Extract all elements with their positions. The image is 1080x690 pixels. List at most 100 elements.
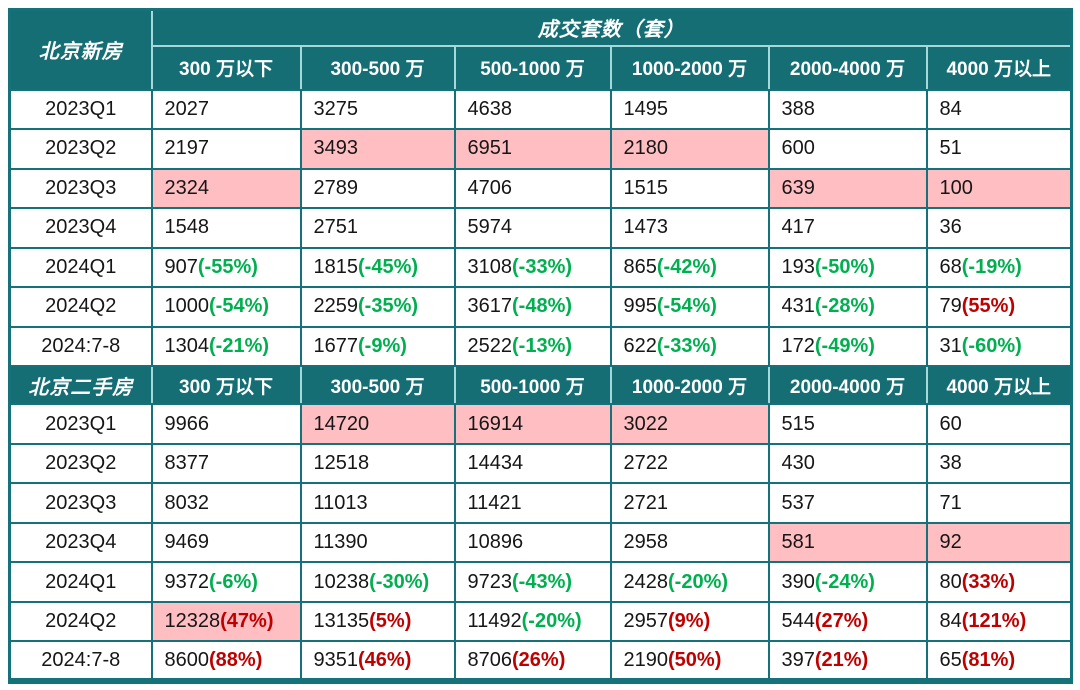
cell-value: 8377 <box>164 452 210 475</box>
cell-value: 3108 <box>467 255 513 278</box>
cell-value: 388 <box>781 97 815 120</box>
cell-value: 11492 <box>467 610 522 633</box>
cell-value: 38 <box>939 452 962 475</box>
cell-value: 36 <box>939 216 962 239</box>
value-cell: 995(-54%) <box>609 286 770 328</box>
cell-percent-change: (-24%) <box>814 570 875 593</box>
value-cell: 1000(-54%) <box>150 286 302 328</box>
value-cell: 100 <box>925 167 1073 209</box>
cell-value: 71 <box>939 491 962 514</box>
value-cell: 430 <box>767 442 928 485</box>
value-cell: 2428(-20%) <box>609 561 770 603</box>
value-cell: 2180 <box>609 128 770 170</box>
cell-value: 16914 <box>467 412 524 435</box>
table-title: 成交套数（套） <box>150 8 1073 47</box>
value-cell: 2259(-35%) <box>299 286 456 328</box>
value-cell: 388 <box>767 88 928 130</box>
cell-value: 60 <box>939 412 962 435</box>
cell-percent-change: (-48%) <box>512 295 573 318</box>
cell-value: 14720 <box>313 412 370 435</box>
table-row: 2023Q4 9469 11390 10896 2958 581 92 <box>8 521 1073 564</box>
cell-value: 2259 <box>313 295 359 318</box>
value-cell: 38 <box>925 442 1073 485</box>
value-cell: 907(-55%) <box>150 246 302 288</box>
cell-value: 12518 <box>313 452 370 475</box>
table-row: 2024Q2 12328(47%) 13135(5%) 11492(-20%) 2957… <box>8 600 1073 643</box>
value-cell: 2190(50%) <box>609 640 770 682</box>
row-label: 2023Q4 <box>8 521 153 564</box>
cell-value: 80 <box>939 570 962 593</box>
cell-value: 172 <box>781 334 815 357</box>
cell-percent-change: (-13%) <box>512 334 573 357</box>
cell-value: 390 <box>781 570 815 593</box>
table-row: 2023Q3 2324 2789 4706 1515 639 100 <box>8 167 1073 209</box>
cell-value: 14434 <box>467 452 524 475</box>
column-header: 2000-4000 万 <box>767 44 928 91</box>
cell-value: 2957 <box>623 610 669 633</box>
cell-value: 2197 <box>164 137 210 160</box>
cell-value: 2180 <box>623 137 669 160</box>
cell-percent-change: (-20%) <box>668 570 729 593</box>
value-cell: 12328(47%) <box>150 600 302 643</box>
cell-value: 907 <box>164 255 198 278</box>
cell-percent-change: (-60%) <box>961 334 1022 357</box>
cell-value: 1677 <box>313 334 359 357</box>
value-cell: 11421 <box>453 482 612 524</box>
cell-percent-change: (-19%) <box>961 255 1022 278</box>
cell-value: 84 <box>939 610 962 633</box>
cell-value: 639 <box>781 176 815 199</box>
cell-value: 68 <box>939 255 962 278</box>
row-label: 2023Q3 <box>8 482 153 524</box>
row-label: 2024:7-8 <box>8 640 153 682</box>
column-header: 4000 万以上 <box>925 364 1073 406</box>
value-cell: 9372(-6%) <box>150 561 302 603</box>
cell-percent-change: (-45%) <box>358 255 419 278</box>
cell-percent-change: (-55%) <box>197 255 258 278</box>
value-cell: 51 <box>925 128 1073 170</box>
row-label: 2024:7-8 <box>8 325 153 367</box>
column-header: 1000-2000 万 <box>609 44 770 91</box>
column-header: 300 万以下 <box>150 364 302 406</box>
row-label: 2023Q3 <box>8 167 153 209</box>
cell-value: 2324 <box>164 176 210 199</box>
value-cell: 2789 <box>299 167 456 209</box>
value-cell: 16914 <box>453 403 612 445</box>
cell-value: 2751 <box>313 216 359 239</box>
header-title-row: 北京新房 成交套数（套） <box>8 8 1073 91</box>
value-cell: 10238(-30%) <box>299 561 456 603</box>
value-cell: 544(27%) <box>767 600 928 643</box>
value-cell: 390(-24%) <box>767 561 928 603</box>
cell-value: 193 <box>781 255 815 278</box>
cell-value: 430 <box>781 452 815 475</box>
cell-value: 84 <box>939 97 962 120</box>
value-cell: 4638 <box>453 88 612 130</box>
cell-percent-change: (-33%) <box>512 255 573 278</box>
value-cell: 80(33%) <box>925 561 1073 603</box>
cell-value: 9372 <box>164 570 210 593</box>
value-cell: 11013 <box>299 482 456 524</box>
value-cell: 8706(26%) <box>453 640 612 682</box>
cell-percent-change: (47%) <box>220 610 274 633</box>
value-cell: 3275 <box>299 88 456 130</box>
value-cell: 1495 <box>609 88 770 130</box>
value-cell: 11390 <box>299 521 456 564</box>
row-label: 2024Q1 <box>8 246 153 288</box>
cell-value: 11390 <box>313 531 368 554</box>
value-cell: 8032 <box>150 482 302 524</box>
row-label: 2023Q4 <box>8 207 153 249</box>
header-columns-row: 300 万以下 300-500 万 500-1000 万 1000-2000 万… <box>10 44 1073 91</box>
cell-value: 9723 <box>467 570 513 593</box>
cell-value: 2190 <box>623 648 669 671</box>
cell-percent-change: (-33%) <box>656 334 717 357</box>
table-row: 2024:7-8 1304(-21%) 1677(-9%) 2522(-13%) 622… <box>8 325 1073 367</box>
cell-value: 3493 <box>313 137 359 160</box>
cell-value: 1304 <box>164 334 210 357</box>
cell-value: 2789 <box>313 176 359 199</box>
table-row: 2023Q1 9966 14720 16914 3022 515 60 <box>8 403 1073 445</box>
cell-value: 12328 <box>164 610 221 633</box>
value-cell: 639 <box>767 167 928 209</box>
cell-value: 5974 <box>467 216 513 239</box>
value-cell: 8377 <box>150 442 302 485</box>
value-cell: 9723(-43%) <box>453 561 612 603</box>
cell-percent-change: (-30%) <box>369 570 430 593</box>
